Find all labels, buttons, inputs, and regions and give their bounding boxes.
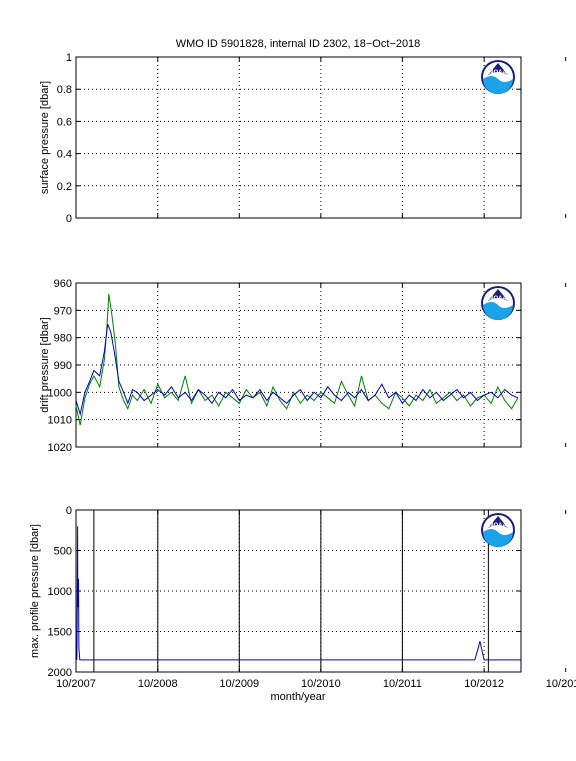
x-tick-label: 10/2008	[138, 678, 178, 690]
x-tick-label: 10/2007	[56, 678, 96, 690]
y-tick-label: 1000	[48, 586, 72, 598]
noaa-logo-text: NOAA	[489, 296, 507, 302]
noaa-logo-wave	[483, 529, 513, 547]
y-tick-label: 1000	[48, 387, 72, 399]
y-tick-label: 990	[54, 360, 72, 372]
noaa-logo-bird	[488, 516, 508, 528]
noaa-logo-text: NOAA	[489, 523, 507, 529]
y-tick-label: 0.6	[57, 116, 72, 128]
axes-frame	[75, 282, 522, 448]
y-axis-label: max. profile pressure [dbar]	[29, 524, 41, 658]
y-axis-label: surface pressure [dbar]	[39, 81, 51, 194]
y-tick-label: 500	[54, 546, 72, 558]
noaa-logo-text: NOAA	[489, 70, 507, 76]
y-tick-label: 0.4	[57, 149, 72, 161]
noaa-logo: NOAA	[481, 60, 515, 94]
noaa-logo-bird	[488, 289, 508, 301]
x-tick-label: 10/2013	[546, 678, 576, 690]
drift-pressure-axes: 960 970 980 990 1000 1010 1020 drift pressure […	[39, 278, 567, 454]
axes-frame	[75, 56, 522, 219]
y-tick-label: 0	[66, 505, 72, 517]
y-tick-label: 2000	[48, 667, 72, 679]
x-tick-label: 10/2009	[219, 678, 259, 690]
noaa-logo: NOAA	[481, 513, 515, 547]
surface-pressure-axes: 0 0.2 0.4 0.6 0.8 1 surface pressure [dbar] NOA…	[39, 52, 567, 225]
y-tick-label: 960	[54, 278, 72, 290]
y-tick-label: 980	[54, 333, 72, 345]
x-tick-label: 10/2010	[301, 678, 341, 690]
y-tick-label: 0.8	[57, 84, 72, 96]
noaa-logo-wave	[483, 302, 513, 320]
y-tick-label: 1	[66, 52, 72, 64]
y-tick-label: 970	[54, 305, 72, 317]
x-tick-label: 10/2012	[464, 678, 504, 690]
noaa-logo-bird	[488, 63, 508, 75]
y-tick-label: 0.2	[57, 181, 72, 193]
noaa-logo-wave	[483, 76, 513, 94]
y-tick-label: 1500	[48, 627, 72, 639]
x-tick-label: 10/2011	[383, 678, 422, 690]
axes-frame	[75, 509, 522, 673]
x-axis-label: month/year	[270, 691, 325, 703]
series-line-blue	[75, 323, 519, 417]
figure-title: WMO ID 5901828, internal ID 2302, 18−Oct…	[176, 38, 421, 50]
noaa-logo: NOAA	[481, 286, 515, 320]
y-tick-label: 1020	[48, 442, 72, 454]
y-tick-label: 0	[66, 213, 72, 225]
series-line-blue	[76, 526, 521, 661]
y-axis-label: drift pressure [dbar]	[39, 317, 51, 412]
series-line-green	[75, 293, 519, 426]
y-tick-label: 1010	[48, 415, 72, 427]
